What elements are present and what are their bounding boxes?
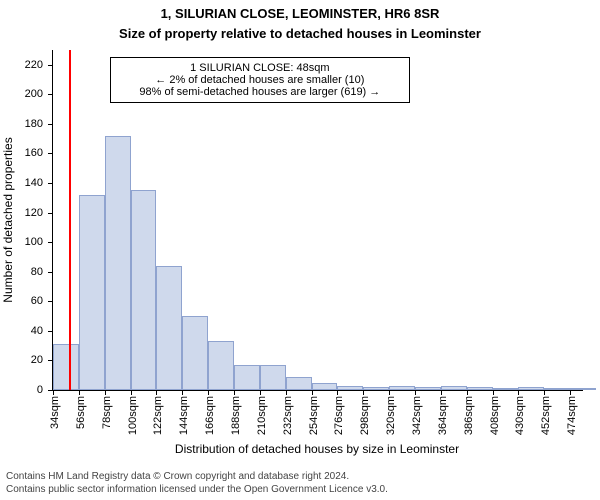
xtick-label: 298sqm [359, 396, 371, 435]
ytick-label: 200 [25, 88, 53, 100]
histogram-bar [312, 383, 338, 390]
ytick-label: 120 [25, 207, 53, 219]
xtick-mark [234, 390, 235, 395]
annotation-line: 1 SILURIAN CLOSE: 48sqm [119, 62, 401, 74]
footer-attribution: Contains HM Land Registry data © Crown c… [6, 471, 594, 496]
xtick-label: 232sqm [282, 396, 294, 435]
histogram-bar [467, 387, 493, 390]
histogram-bar [337, 386, 363, 390]
ytick-label: 140 [25, 177, 53, 189]
histogram-bar [53, 344, 79, 390]
xtick-mark [570, 390, 571, 395]
plot-area: 02040608010012014016018020022034sqm56sqm… [52, 50, 583, 391]
histogram-bar [518, 387, 544, 390]
xtick-mark [493, 390, 494, 395]
histogram-bar [208, 341, 234, 390]
xtick-mark [131, 390, 132, 395]
footer-line2: Contains public sector information licen… [6, 484, 594, 497]
xtick-label: 122sqm [152, 396, 164, 435]
title-line1: 1, SILURIAN CLOSE, LEOMINSTER, HR6 8SR [0, 6, 600, 21]
xtick-mark [518, 390, 519, 395]
xtick-label: 144sqm [178, 396, 190, 435]
xtick-mark [467, 390, 468, 395]
xtick-label: 166sqm [204, 396, 216, 435]
xtick-mark [544, 390, 545, 395]
histogram-bar [389, 386, 415, 390]
histogram-bar [544, 388, 570, 390]
xtick-mark [337, 390, 338, 395]
xtick-mark [208, 390, 209, 395]
histogram-bar [286, 377, 312, 390]
xtick-mark [441, 390, 442, 395]
xtick-label: 78sqm [101, 396, 113, 429]
annotation-line: ← 2% of detached houses are smaller (10) [119, 74, 401, 86]
histogram-bar [79, 195, 105, 390]
xtick-mark [312, 390, 313, 395]
annotation-box: 1 SILURIAN CLOSE: 48sqm← 2% of detached … [110, 57, 410, 103]
ytick-label: 40 [31, 325, 53, 337]
histogram-bar [105, 136, 131, 390]
xtick-label: 320sqm [385, 396, 397, 435]
histogram-bar [182, 316, 208, 390]
histogram-bar [415, 387, 441, 390]
xtick-label: 408sqm [489, 396, 501, 435]
histogram-bar [363, 387, 389, 390]
property-marker-line [69, 50, 71, 390]
xtick-label: 386sqm [463, 396, 475, 435]
annotation-line: 98% of semi-detached houses are larger (… [119, 86, 401, 98]
histogram-bar [234, 365, 260, 390]
xtick-label: 210sqm [256, 396, 268, 435]
histogram-bar [493, 388, 519, 390]
xtick-mark [389, 390, 390, 395]
x-axis-label: Distribution of detached houses by size … [52, 442, 582, 456]
xtick-label: 56sqm [75, 396, 87, 429]
ytick-label: 60 [31, 295, 53, 307]
histogram-bar [131, 190, 157, 390]
ytick-label: 180 [25, 118, 53, 130]
xtick-label: 430sqm [514, 396, 526, 435]
xtick-mark [105, 390, 106, 395]
xtick-mark [79, 390, 80, 395]
y-axis-label: Number of detached properties [1, 50, 15, 390]
ytick-label: 80 [31, 266, 53, 278]
xtick-mark [415, 390, 416, 395]
figure: 1, SILURIAN CLOSE, LEOMINSTER, HR6 8SR S… [0, 0, 600, 500]
histogram-bar [260, 365, 286, 390]
xtick-label: 34sqm [49, 396, 61, 429]
xtick-mark [53, 390, 54, 395]
xtick-label: 100sqm [127, 396, 139, 435]
ytick-label: 160 [25, 147, 53, 159]
xtick-label: 474sqm [566, 396, 578, 435]
xtick-label: 254sqm [308, 396, 320, 435]
ytick-label: 0 [37, 384, 53, 396]
ytick-label: 220 [25, 59, 53, 71]
xtick-mark [182, 390, 183, 395]
histogram-bar [156, 266, 182, 390]
xtick-label: 188sqm [230, 396, 242, 435]
xtick-label: 452sqm [540, 396, 552, 435]
footer-line1: Contains HM Land Registry data © Crown c… [6, 471, 594, 484]
ytick-label: 100 [25, 236, 53, 248]
ytick-label: 20 [31, 354, 53, 366]
xtick-label: 342sqm [411, 396, 423, 435]
histogram-bar [441, 386, 467, 390]
title-line2: Size of property relative to detached ho… [0, 26, 600, 41]
histogram-bar [570, 388, 596, 390]
xtick-mark [156, 390, 157, 395]
xtick-mark [260, 390, 261, 395]
xtick-mark [286, 390, 287, 395]
xtick-mark [363, 390, 364, 395]
xtick-label: 364sqm [437, 396, 449, 435]
xtick-label: 276sqm [333, 396, 345, 435]
